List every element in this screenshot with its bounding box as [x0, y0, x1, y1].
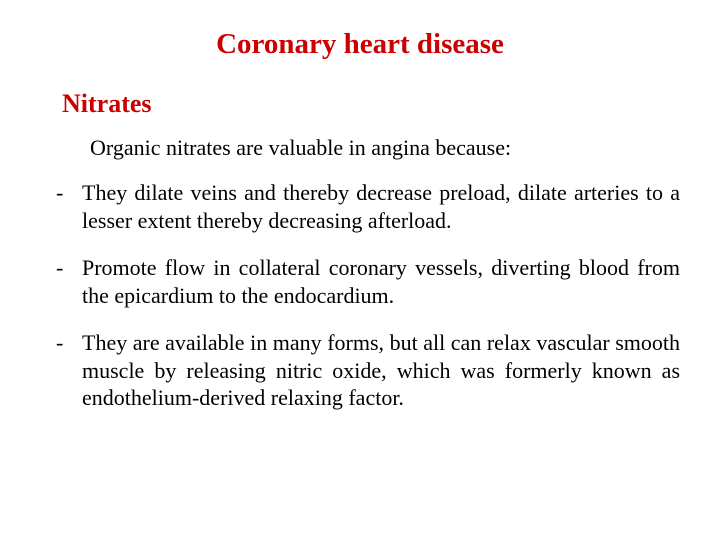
slide-subtitle: Nitrates: [62, 89, 680, 119]
slide: Coronary heart disease Nitrates Organic …: [0, 0, 720, 540]
bullet-list: They dilate veins and thereby decrease p…: [40, 179, 680, 412]
list-item: They are available in many forms, but al…: [40, 329, 680, 412]
intro-text: Organic nitrates are valuable in angina …: [90, 135, 680, 161]
slide-title: Coronary heart disease: [40, 28, 680, 61]
list-item: Promote flow in collateral coronary vess…: [40, 254, 680, 309]
list-item: They dilate veins and thereby decrease p…: [40, 179, 680, 234]
